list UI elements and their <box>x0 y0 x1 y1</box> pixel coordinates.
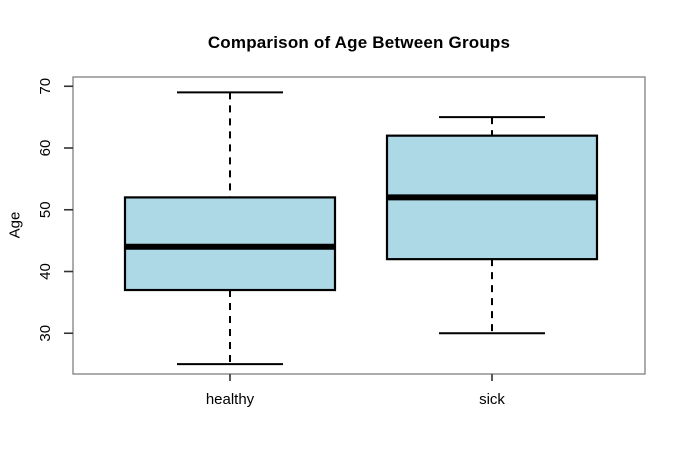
chart-title: Comparison of Age Between Groups <box>207 33 511 52</box>
y-axis-title: Age <box>6 211 24 239</box>
y-tick-label: 30 <box>37 325 54 342</box>
category-label-healthy: healthy <box>206 391 255 408</box>
y-tick-label: 70 <box>37 78 54 95</box>
y-tick-label: 50 <box>37 201 54 218</box>
iqr-box-healthy <box>123 196 337 292</box>
category-label-sick: sick <box>479 391 505 408</box>
y-tick-label: 40 <box>37 263 54 280</box>
y-tick-label: 60 <box>37 140 54 157</box>
plot-border <box>72 76 646 375</box>
